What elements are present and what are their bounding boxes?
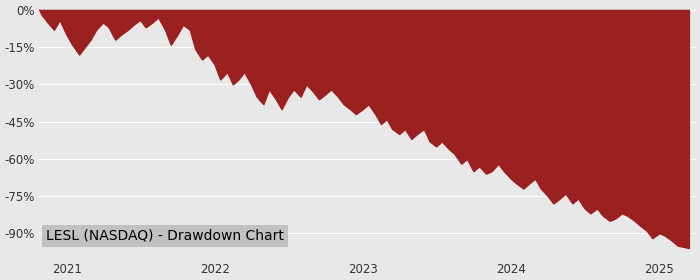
- Text: LESL (NASDAQ) - Drawdown Chart: LESL (NASDAQ) - Drawdown Chart: [46, 229, 284, 243]
